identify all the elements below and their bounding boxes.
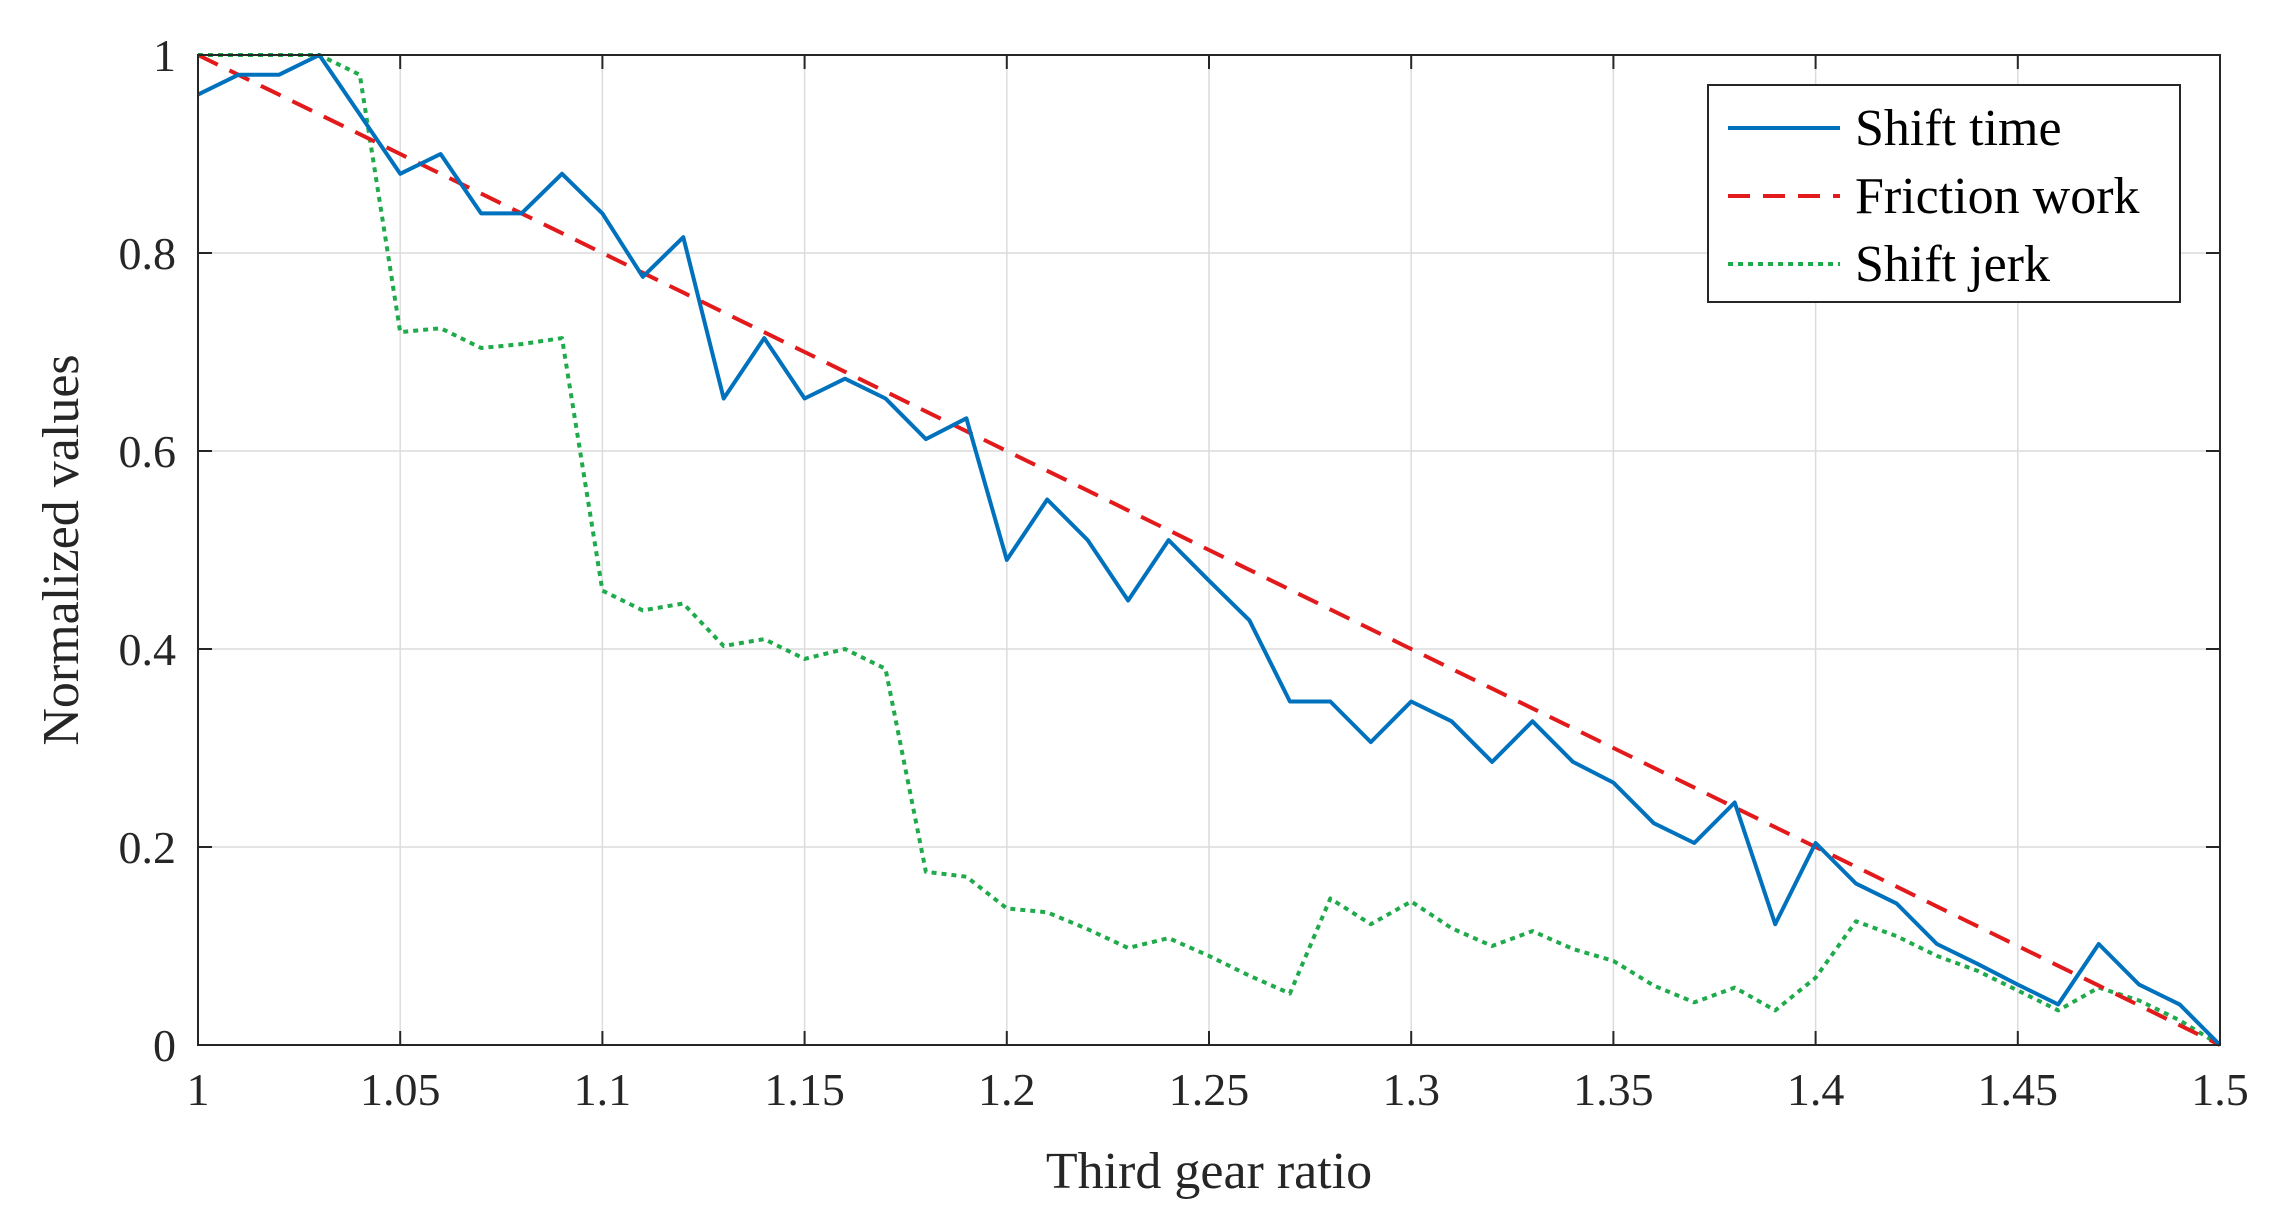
x-tick-label: 1.25	[1169, 1064, 1250, 1115]
x-tick-label: 1.5	[2191, 1064, 2249, 1115]
legend-label: Shift jerk	[1855, 236, 2050, 293]
x-tick-label: 1.3	[1382, 1064, 1440, 1115]
x-tick-label: 1	[187, 1064, 210, 1115]
y-axis-title: Normalized values	[33, 354, 90, 745]
x-tick-label: 1.1	[574, 1064, 632, 1115]
legend-box	[1707, 84, 2181, 303]
axis-ticks	[197, 54, 2221, 1046]
series-line-shift-time	[197, 53, 2222, 1047]
x-tick-label: 1.05	[360, 1064, 441, 1115]
y-tick-label: 0.4	[119, 624, 177, 675]
series-layer	[197, 53, 2222, 1047]
y-tick-label: 0.2	[119, 822, 177, 873]
y-tick-label: 0.8	[119, 228, 177, 279]
x-axis-title: Third gear ratio	[1046, 1143, 1372, 1200]
legend-label: Shift time	[1855, 100, 2062, 157]
x-tick-label: 1.15	[764, 1064, 845, 1115]
y-tick-label: 0.6	[119, 426, 177, 477]
series-line-friction-work	[197, 53, 2221, 1047]
y-tick-label: 0	[153, 1020, 176, 1071]
y-tick-label: 1	[153, 30, 176, 81]
x-tick-label: 1.45	[1978, 1064, 2059, 1115]
x-tick-label: 1.2	[978, 1064, 1036, 1115]
x-tick-label: 1.4	[1787, 1064, 1845, 1115]
series-line-shift-jerk	[198, 53, 2222, 1047]
legend: Shift time Friction work Shift jerk	[1707, 84, 2181, 303]
x-tick-label: 1.35	[1573, 1064, 1654, 1115]
legend-label: Friction work	[1855, 168, 2140, 225]
tick-labels: 1 1.05 1.1 1.15 1.2 1.25 1.3 1.35 1.4 1.45 1.5 0 0.2…	[119, 30, 2249, 1115]
